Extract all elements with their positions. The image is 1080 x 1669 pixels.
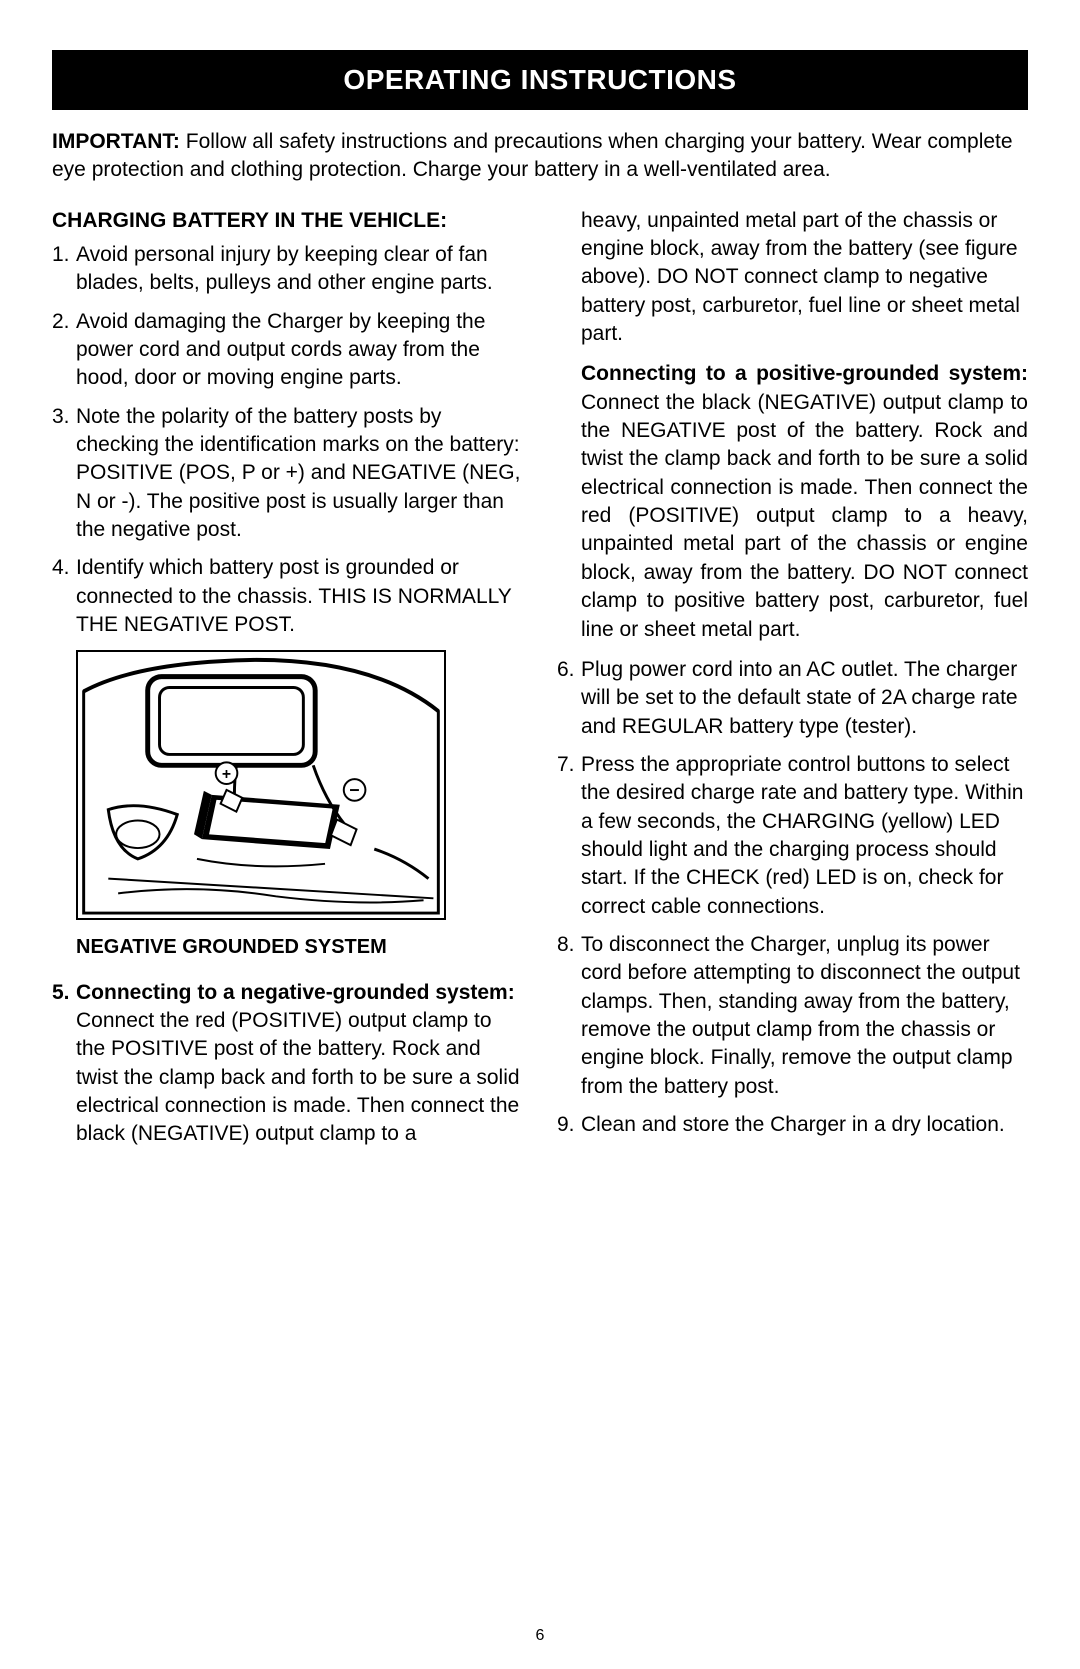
step-7: 7. Press the appropriate control buttons… [557, 751, 1028, 921]
left-step5-list: 5. Connecting to a negative-grounded sys… [52, 979, 523, 1149]
step-4: 4. Identify which battery post is ground… [52, 554, 523, 639]
step-5: 5. Connecting to a negative-grounded sys… [52, 979, 523, 1149]
step-text: Avoid personal injury by keeping clear o… [76, 241, 523, 298]
step-number: 5. [52, 979, 76, 1149]
step-text: Identify which battery post is grounded … [76, 554, 523, 639]
step-number: 6. [557, 656, 581, 741]
step-text: Press the appropriate control buttons to… [581, 751, 1028, 921]
step-text: To disconnect the Charger, unplug its po… [581, 931, 1028, 1101]
two-column-layout: CHARGING BATTERY IN THE VEHICLE: 1. Avoi… [52, 207, 1028, 1159]
step-text: Plug power cord into an AC outlet. The c… [581, 656, 1028, 741]
important-label: IMPORTANT: [52, 130, 180, 153]
important-text: Follow all safety instructions and preca… [52, 130, 1013, 181]
step-6: 6. Plug power cord into an AC outlet. Th… [557, 656, 1028, 741]
step5-bold: Connecting to a negative-grounded system… [76, 981, 515, 1004]
important-intro: IMPORTANT: Follow all safety instruction… [52, 128, 1028, 185]
right-steps-list: 6. Plug power cord into an AC outlet. Th… [557, 656, 1028, 1140]
step5-rest: Connect the red (POSITIVE) output clamp … [76, 1009, 520, 1145]
step-text: Connecting to a negative-grounded system… [76, 979, 523, 1149]
step5-continuation: heavy, unpainted metal part of the chass… [557, 207, 1028, 349]
step-3: 3. Note the polarity of the battery post… [52, 403, 523, 545]
minus-icon: − [349, 779, 359, 799]
step-number: 2. [52, 308, 76, 393]
step-number: 3. [52, 403, 76, 545]
step-2: 2. Avoid damaging the Charger by keeping… [52, 308, 523, 393]
step-number: 1. [52, 241, 76, 298]
step-text: Clean and store the Charger in a dry loc… [581, 1111, 1028, 1139]
left-column: CHARGING BATTERY IN THE VEHICLE: 1. Avoi… [52, 207, 523, 1159]
positive-bold: Connecting to a positive-grounded system… [581, 362, 1028, 385]
charging-heading: CHARGING BATTERY IN THE VEHICLE: [52, 207, 523, 235]
step-8: 8. To disconnect the Charger, unplug its… [557, 931, 1028, 1101]
right-column: heavy, unpainted metal part of the chass… [557, 207, 1028, 1159]
step-number: 4. [52, 554, 76, 639]
section-title-bar: OPERATING INSTRUCTIONS [52, 50, 1028, 110]
step-number: 8. [557, 931, 581, 1101]
step-number: 9. [557, 1111, 581, 1139]
step-number: 7. [557, 751, 581, 921]
plus-icon: + [222, 766, 231, 783]
left-steps-list: 1. Avoid personal injury by keeping clea… [52, 241, 523, 639]
step-9: 9. Clean and store the Charger in a dry … [557, 1111, 1028, 1139]
step-1: 1. Avoid personal injury by keeping clea… [52, 241, 523, 298]
positive-text: Connect the black (NEGA­TIVE) output cla… [581, 391, 1028, 641]
step-text: Note the polarity of the battery posts b… [76, 403, 523, 545]
page-number: 6 [0, 1627, 1080, 1645]
figure-caption: NEGATIVE GROUNDED SYSTEM [76, 934, 523, 961]
positive-grounded-para: Connecting to a positive-grounded system… [557, 360, 1028, 643]
engine-diagram-svg: + − [78, 652, 444, 918]
engine-diagram: + − [76, 650, 446, 920]
step-text: Avoid damaging the Charger by keeping th… [76, 308, 523, 393]
